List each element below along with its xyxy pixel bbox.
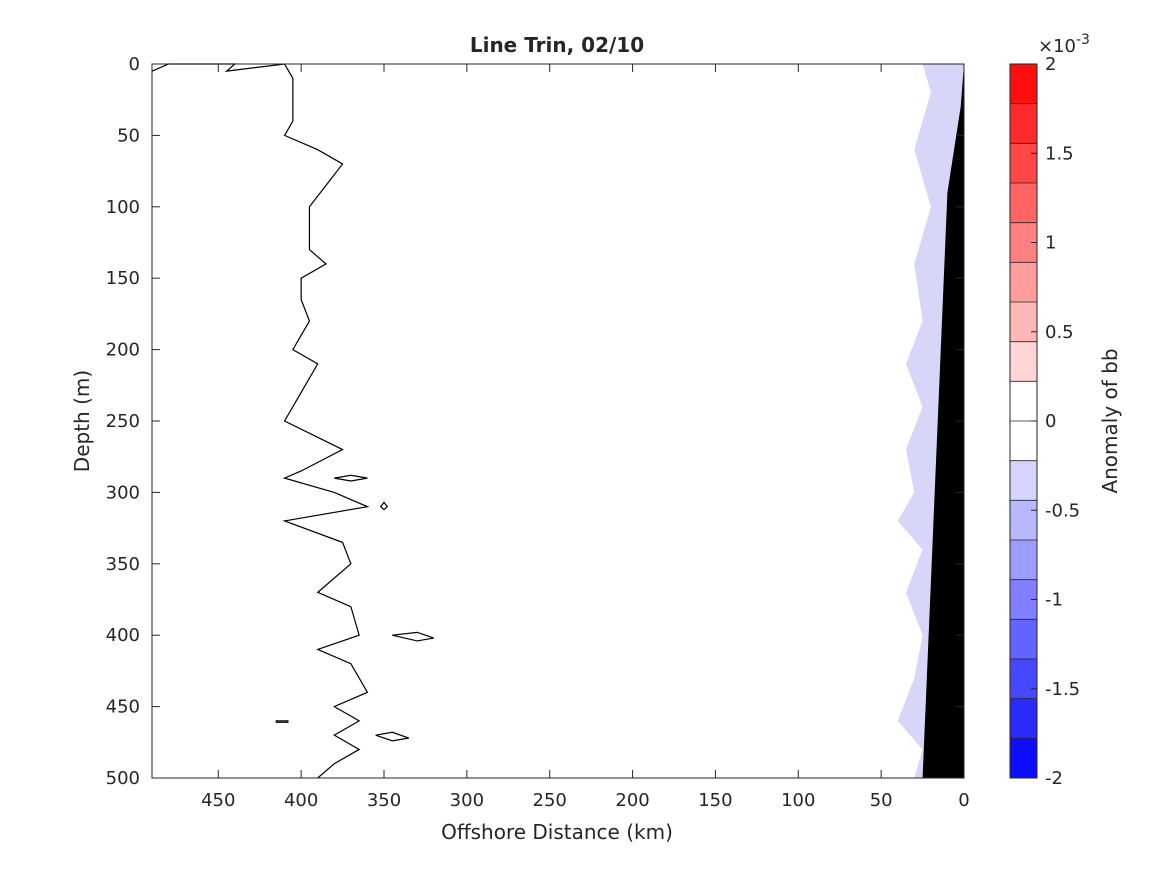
x-tick-label: 400 <box>284 790 318 811</box>
y-tick-label: 350 <box>106 554 140 575</box>
y-axis-label: Depth (m) <box>70 370 94 472</box>
colorbar-segment <box>1010 500 1037 541</box>
y-tick-label: 450 <box>106 697 140 718</box>
colorbar-segment <box>1010 460 1037 501</box>
colorbar-segment <box>1010 619 1037 660</box>
colorbar-multiplier-base: ×10 <box>1038 36 1076 57</box>
y-tick-label: 100 <box>106 197 140 218</box>
colorbar-tick-label: -2 <box>1045 768 1063 789</box>
x-tick-label: 250 <box>533 790 567 811</box>
colorbar-multiplier: ×10-3 <box>1038 32 1090 57</box>
x-axis-label: Offshore Distance (km) <box>441 820 673 844</box>
y-tick-label: 400 <box>106 625 140 646</box>
y-axis-ticks: 0 50 100 150 200 250 300 350 400 450 500 <box>106 54 964 789</box>
colorbar-segment <box>1010 341 1037 382</box>
x-tick-label: 0 <box>958 790 969 811</box>
colorbar-segment <box>1010 183 1037 224</box>
colorbar-label: Anomaly of bb <box>1098 348 1122 493</box>
y-tick-label: 500 <box>106 768 140 789</box>
x-tick-label: 300 <box>450 790 484 811</box>
land-mask <box>922 64 964 778</box>
y-tick-label: 50 <box>117 125 140 146</box>
colorbar-tick-label: -0.5 <box>1045 500 1080 521</box>
contour-loop <box>275 720 289 723</box>
colorbar: -2 -1.5 -1 -0.5 0 0.5 1 1.5 2 <box>1009 54 1080 789</box>
chart-title: Line Trin, 02/10 <box>470 33 644 57</box>
colorbar-segment <box>1010 381 1037 422</box>
colorbar-tick-label: -1.5 <box>1045 679 1080 700</box>
colorbar-segment <box>1010 540 1037 581</box>
y-tick-label: 200 <box>106 340 140 361</box>
colorbar-segment <box>1010 421 1037 462</box>
colorbar-tick-label: 1 <box>1045 233 1056 254</box>
x-tick-label: 150 <box>698 790 732 811</box>
contour-line-layer <box>151 63 434 779</box>
colorbar-multiplier-exponent: -3 <box>1076 32 1090 48</box>
x-axis-ticks: 450 400 350 300 250 200 150 100 50 0 <box>201 64 970 811</box>
x-tick-label: 50 <box>870 790 893 811</box>
colorbar-segment <box>1010 698 1037 739</box>
x-tick-label: 350 <box>367 790 401 811</box>
colorbar-segment <box>1010 659 1037 700</box>
plot-background <box>152 64 964 778</box>
colorbar-tick-label: 2 <box>1045 54 1056 75</box>
contour-loop <box>379 501 389 511</box>
x-tick-label: 100 <box>781 790 815 811</box>
zero-contour-line <box>151 63 370 779</box>
colorbar-segment <box>1010 738 1037 779</box>
colorbar-tick-label: -1 <box>1045 590 1063 611</box>
x-tick-label: 450 <box>201 790 235 811</box>
colorbar-tick-label: 0 <box>1045 411 1056 432</box>
colorbar-tick-label: 1.5 <box>1045 143 1074 164</box>
colorbar-segment <box>1010 64 1037 105</box>
colorbar-segment <box>1010 103 1037 144</box>
y-tick-label: 150 <box>106 268 140 289</box>
y-tick-label: 300 <box>106 482 140 503</box>
x-tick-label: 200 <box>615 790 649 811</box>
colorbar-segment <box>1010 302 1037 343</box>
y-tick-label: 0 <box>129 54 140 75</box>
colorbar-segment <box>1010 143 1037 184</box>
land-mask-layer <box>922 64 964 778</box>
contour-loop <box>392 631 434 642</box>
contour-plot-area <box>151 63 965 779</box>
colorbar-tick-label: 0.5 <box>1045 322 1074 343</box>
colorbar-segment <box>1010 262 1037 303</box>
y-tick-label: 250 <box>106 411 140 432</box>
contour-loop <box>375 731 410 742</box>
contour-loop <box>334 474 368 482</box>
